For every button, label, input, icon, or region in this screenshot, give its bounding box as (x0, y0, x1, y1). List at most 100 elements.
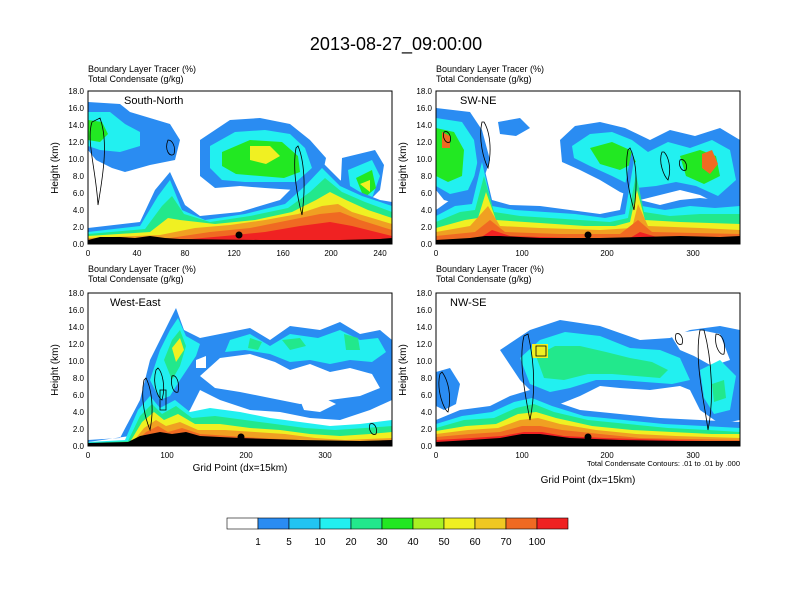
y-tick-label: 18.0 (68, 87, 84, 96)
x-axis: 0 100 200 300 (434, 451, 700, 460)
y-tick-label: 6.0 (73, 391, 85, 400)
y-tick-label: 0.0 (421, 240, 433, 249)
x-tick-label: 0 (434, 249, 439, 258)
y-tick-label: 8.0 (421, 374, 433, 383)
x-tick-label: 80 (181, 249, 190, 258)
x-tick-label: 160 (276, 249, 290, 258)
x-tick-label: 0 (86, 451, 91, 460)
panel-header-line-2: Total Condensate (g/kg) (436, 74, 532, 84)
colorbar-label: 50 (438, 537, 450, 548)
x-tick-label: 300 (686, 451, 700, 460)
panel-header-line-2: Total Condensate (g/kg) (88, 74, 184, 84)
colorbar-label: 1 (255, 537, 261, 548)
colorbar-bin-2 (257, 517, 290, 530)
y-tick-label: 8.0 (73, 374, 85, 383)
colorbar-bin-9 (474, 517, 507, 530)
panel-header-line-2: Total Condensate (g/kg) (88, 274, 184, 284)
panel-west-east: Boundary Layer Tracer (%) Total Condensa… (50, 264, 393, 474)
y-tick-label: 14.0 (416, 121, 432, 130)
y-axis: 0.0 2.0 4.0 6.0 8.0 10.0 12.0 14.0 16.0 … (416, 289, 432, 451)
colorbar-label: 5 (286, 537, 292, 548)
location-marker (584, 433, 592, 441)
x-axis: 0 100 200 300 (434, 249, 700, 258)
x-axis: 0 40 80 120 160 200 240 (86, 249, 387, 258)
y-tick-label: 0.0 (73, 442, 85, 451)
y-tick-label: 16.0 (416, 104, 432, 113)
y-tick-label: 10.0 (68, 155, 84, 164)
x-axis: 0 100 200 300 (86, 451, 332, 460)
y-tick-label: 14.0 (68, 323, 84, 332)
panel-header-line-1: Boundary Layer Tracer (%) (88, 64, 196, 74)
y-tick-label: 12.0 (68, 138, 84, 147)
colorbar-bin-5 (350, 517, 383, 530)
contour-footnote: Total Condensate Contours: .01 to .01 by… (587, 459, 740, 468)
panel-label: NW-SE (450, 297, 486, 309)
cloud-white-hole (196, 354, 380, 412)
y-tick-label: 0.0 (421, 442, 433, 451)
panel-sw-ne: Boundary Layer Tracer (%) Total Condensa… (398, 64, 741, 258)
y-tick-label: 4.0 (73, 408, 85, 417)
location-marker (237, 433, 245, 441)
y-tick-label: 16.0 (68, 104, 84, 113)
y-tick-label: 18.0 (416, 87, 432, 96)
y-tick-label: 10.0 (68, 357, 84, 366)
colorbar-bin-7 (412, 517, 445, 530)
cloud-cyan (436, 118, 736, 196)
colorbar-label: 100 (529, 537, 546, 548)
cloud-green (536, 346, 726, 402)
y-tick-label: 2.0 (421, 223, 433, 232)
y-tick-label: 2.0 (73, 425, 85, 434)
y-tick-label: 4.0 (421, 206, 433, 215)
plot-frame (87, 90, 393, 245)
x-tick-label: 40 (133, 249, 142, 258)
colorbar-label: 10 (314, 537, 326, 548)
colorbar-label: 20 (345, 537, 357, 548)
field-plot (88, 102, 392, 244)
y-axis: 0.0 2.0 4.0 6.0 8.0 10.0 12.0 14.0 16.0 … (68, 289, 84, 451)
y-axis: 0.0 2.0 4.0 6.0 8.0 10.0 12.0 14.0 16.0 … (68, 87, 84, 249)
y-tick-label: 4.0 (73, 206, 85, 215)
cloud-cyan (150, 318, 386, 400)
colorbar: 1 5 10 20 30 40 50 60 70 100 (226, 517, 569, 548)
panel-header-line-1: Boundary Layer Tracer (%) (436, 264, 544, 274)
y-axis-label: Height (km) (50, 344, 61, 396)
panel-south-north: Boundary Layer Tracer (%) Total Condensa… (50, 64, 393, 258)
y-axis-label: Height (km) (398, 142, 409, 194)
y-tick-label: 12.0 (68, 340, 84, 349)
colorbar-bin-11 (536, 517, 569, 530)
y-tick-label: 4.0 (421, 408, 433, 417)
x-tick-label: 300 (686, 249, 700, 258)
location-marker (235, 231, 243, 239)
location-marker (584, 231, 592, 239)
condensate-contour (443, 121, 687, 211)
y-tick-label: 10.0 (416, 357, 432, 366)
y-tick-label: 6.0 (421, 391, 433, 400)
y-tick-label: 6.0 (421, 189, 433, 198)
cloud-white-hole (670, 330, 730, 366)
y-tick-label: 16.0 (416, 306, 432, 315)
x-tick-label: 200 (600, 451, 614, 460)
x-tick-label: 0 (434, 451, 439, 460)
x-tick-label: 200 (324, 249, 338, 258)
field-plot (436, 108, 740, 244)
cloud-yellow (250, 146, 370, 192)
y-tick-label: 16.0 (68, 306, 84, 315)
field-plot (88, 308, 392, 446)
y-tick-label: 14.0 (416, 323, 432, 332)
panel-header-line-1: Boundary Layer Tracer (%) (436, 64, 544, 74)
y-tick-label: 18.0 (68, 289, 84, 298)
colorbar-label: 40 (407, 537, 419, 548)
y-tick-label: 12.0 (416, 138, 432, 147)
condensate-contour (89, 117, 305, 216)
cloud-green (436, 128, 720, 184)
x-tick-label: 120 (227, 249, 241, 258)
colorbar-label: 60 (469, 537, 481, 548)
x-tick-label: 300 (318, 451, 332, 460)
colorbar-bin-3 (288, 517, 321, 530)
panel-label: South-North (124, 95, 183, 107)
y-tick-label: 8.0 (73, 172, 85, 181)
bl-red (88, 222, 392, 244)
colorbar-label: 70 (500, 537, 512, 548)
terrain (88, 236, 392, 244)
